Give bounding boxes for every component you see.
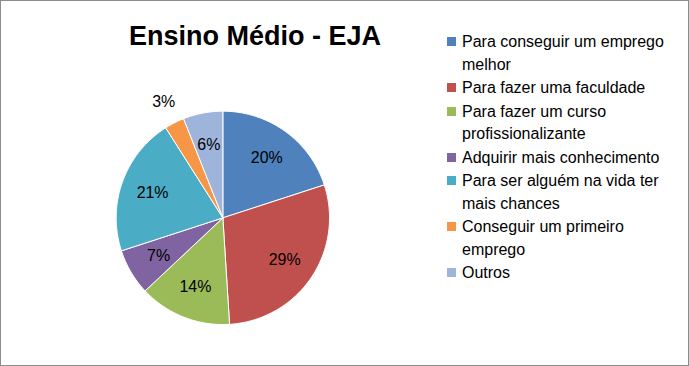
html-text:Outros: Outros [462,264,510,281]
svg-text:6%: 6% [197,136,220,153]
svg-text:3%: 3% [152,93,175,110]
svg-text:21%: 21% [137,184,169,201]
svg-text:29%: 29% [269,251,301,268]
html-text:Para ser alguém na vida ter ma: Para ser alguém na vida ter mais chances [462,172,659,212]
html-text:Adquirir mais conhecimento: Adquirir mais conhecimento [462,148,660,166]
html-text:Conseguir um primeiro emprego: Conseguir um primeiro emprego [462,218,624,258]
html-text:Para fazer um curso profission: Para fazer um curso profissionalizante [462,102,607,142]
html-text:Para conseguir um emprego melh: Para conseguir um emprego melhor [462,33,664,73]
svg-text:14%: 14% [179,278,211,295]
svg-text:7%: 7% [147,247,170,264]
html-text:Para fazer uma faculdade: Para fazer uma faculdade [462,79,646,96]
svg-text:20%: 20% [251,149,283,166]
html-text:Ensino Médio - EJA: Ensino Médio - EJA [129,21,381,51]
